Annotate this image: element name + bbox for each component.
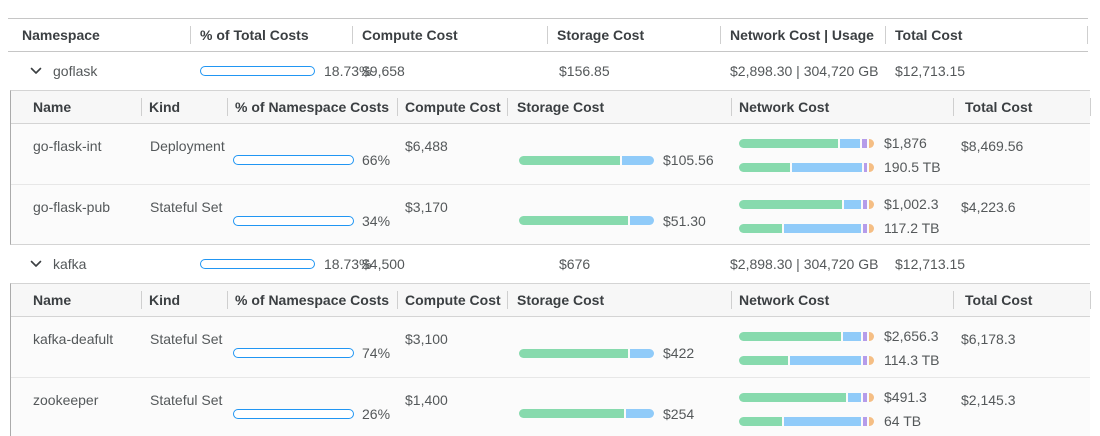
namespace-table-header: Namespace % of Total Costs Compute Cost … xyxy=(8,18,1088,52)
header-total-cost: Total Cost xyxy=(885,19,1088,51)
network-usage-value: 114.3 TB xyxy=(884,352,940,368)
network-cost-bar xyxy=(739,392,874,402)
network-cost-value: $491.3 xyxy=(884,389,927,405)
header-name: Name xyxy=(33,99,72,115)
header-namespace: Namespace xyxy=(22,27,100,43)
compute-cost-value: $1,400 xyxy=(405,392,448,408)
storage-cost-bar xyxy=(519,155,654,165)
network-cost-bar xyxy=(739,331,875,341)
workload-table-header: Name Kind % of Namespace Costs Compute C… xyxy=(11,91,1091,124)
network-cost-bar xyxy=(739,199,874,209)
workload-kind: Stateful Set xyxy=(150,331,223,347)
total-cost-value: $12,713.15 xyxy=(895,256,966,272)
total-cost-value: $8,469.56 xyxy=(961,138,1024,154)
storage-cost-bar xyxy=(519,216,654,225)
storage-cost-value: $254 xyxy=(663,405,695,422)
pct-total-costs-bar xyxy=(200,66,315,76)
namespace-workloads-table-kafka: Name Kind % of Namespace Costs Compute C… xyxy=(10,283,1091,436)
namespace-name: goflask xyxy=(53,63,98,79)
compute-cost-value: $4,500 xyxy=(362,256,405,272)
network-usage-value: 64 TB xyxy=(884,413,922,429)
compute-cost-value: $6,488 xyxy=(405,138,448,154)
pct-namespace-costs-value: 26% xyxy=(362,405,391,422)
network-usage-bar xyxy=(739,162,874,172)
compute-cost-value: $3,100 xyxy=(405,331,448,347)
total-cost-value: $4,223.6 xyxy=(961,199,1016,215)
workload-name: go-flask-pub xyxy=(33,199,111,215)
header-compute-cost: Compute Cost xyxy=(352,19,547,51)
header-compute-cost: Compute Cost xyxy=(397,91,507,123)
chevron-down-icon[interactable] xyxy=(30,67,42,75)
pct-total-costs-bar xyxy=(200,259,315,269)
workload-row-zookeeper[interactable]: zookeeper Stateful Set 26% $1,400 $254 $… xyxy=(11,377,1090,436)
total-cost-value: $6,178.3 xyxy=(961,331,1016,347)
network-usage-value: 190.5 TB xyxy=(884,159,941,175)
storage-cost-bar xyxy=(519,348,654,358)
network-usage-bar xyxy=(739,416,874,426)
header-storage-cost: Storage Cost xyxy=(507,91,731,123)
header-kind: Kind xyxy=(141,284,227,316)
header-pct-namespace-costs: % of Namespace Costs xyxy=(227,91,397,123)
workload-name: go-flask-int xyxy=(33,138,102,154)
header-compute-cost: Compute Cost xyxy=(397,284,507,316)
header-network-cost: Network Cost xyxy=(731,284,953,316)
pct-total-costs-value: 18.73% xyxy=(324,256,372,272)
storage-cost-value: $676 xyxy=(559,256,591,272)
network-cost-value: $1,876 xyxy=(884,135,927,151)
workload-row-go-flask-pub[interactable]: go-flask-pub Stateful Set 34% $3,170 $51… xyxy=(11,184,1090,244)
pct-namespace-costs-bar xyxy=(233,155,354,165)
total-cost-value: $12,713.15 xyxy=(895,63,966,79)
workload-row-kafka-deafult[interactable]: kafka-deafult Stateful Set 74% $3,100 $4… xyxy=(11,317,1090,377)
pct-namespace-costs-value: 34% xyxy=(362,212,391,229)
pct-namespace-costs-value: 74% xyxy=(362,345,391,361)
header-storage-cost: Storage Cost xyxy=(507,284,731,316)
header-name: Name xyxy=(33,292,72,308)
workload-name: zookeeper xyxy=(33,392,99,408)
pct-namespace-costs-bar xyxy=(233,408,354,419)
namespace-workloads-table-goflask: Name Kind % of Namespace Costs Compute C… xyxy=(10,90,1091,245)
network-usage-bar xyxy=(739,355,874,365)
header-pct-namespace-costs: % of Namespace Costs xyxy=(227,284,397,316)
pct-namespace-costs-bar xyxy=(233,215,354,226)
storage-cost-value: $156.85 xyxy=(559,63,610,79)
network-cost-value: $1,002.3 xyxy=(884,196,939,212)
network-cost-value: $2,656.3 xyxy=(884,328,939,344)
total-cost-value: $2,145.3 xyxy=(961,392,1016,408)
network-usage-bar xyxy=(739,223,874,233)
compute-cost-value: $9,658 xyxy=(362,63,405,79)
network-cost-usage-value: $2,898.30 | 304,720 GB xyxy=(730,63,879,79)
workload-kind: Stateful Set xyxy=(150,392,223,408)
pct-namespace-costs-bar xyxy=(233,348,354,358)
namespace-name: kafka xyxy=(53,256,87,272)
header-kind: Kind xyxy=(141,91,227,123)
workload-table-header: Name Kind % of Namespace Costs Compute C… xyxy=(11,284,1091,317)
network-cost-usage-value: $2,898.30 | 304,720 GB xyxy=(730,256,879,272)
network-usage-value: 117.2 TB xyxy=(884,220,940,236)
storage-cost-value: $422 xyxy=(663,345,695,361)
namespace-row-goflask[interactable]: goflask 18.73% $9,658 $156.85 $2,898.30 … xyxy=(8,52,1088,90)
namespace-row-kafka[interactable]: kafka 18.73% $4,500 $676 $2,898.30 | 304… xyxy=(8,245,1088,283)
header-storage-cost: Storage Cost xyxy=(547,19,720,51)
pct-namespace-costs-value: 66% xyxy=(362,152,391,168)
workload-kind: Stateful Set xyxy=(150,199,223,215)
storage-cost-bar xyxy=(519,409,654,418)
pct-total-costs-value: 18.73% xyxy=(324,63,372,79)
chevron-down-icon[interactable] xyxy=(30,260,42,268)
header-total-cost: Total Cost xyxy=(953,284,1091,316)
header-network-cost: Network Cost xyxy=(731,91,953,123)
network-cost-bar xyxy=(739,138,874,148)
workload-kind: Deployment xyxy=(150,138,225,154)
header-network-cost-usage: Network Cost | Usage xyxy=(720,19,885,51)
header-total-cost: Total Cost xyxy=(953,91,1091,123)
workload-row-go-flask-int[interactable]: go-flask-int Deployment 66% $6,488 $105.… xyxy=(11,124,1090,184)
workload-name: kafka-deafult xyxy=(33,331,114,347)
storage-cost-value: $51.30 xyxy=(663,212,706,229)
compute-cost-value: $3,170 xyxy=(405,199,448,215)
storage-cost-value: $105.56 xyxy=(663,152,714,168)
header-pct-total-costs: % of Total Costs xyxy=(190,19,352,51)
